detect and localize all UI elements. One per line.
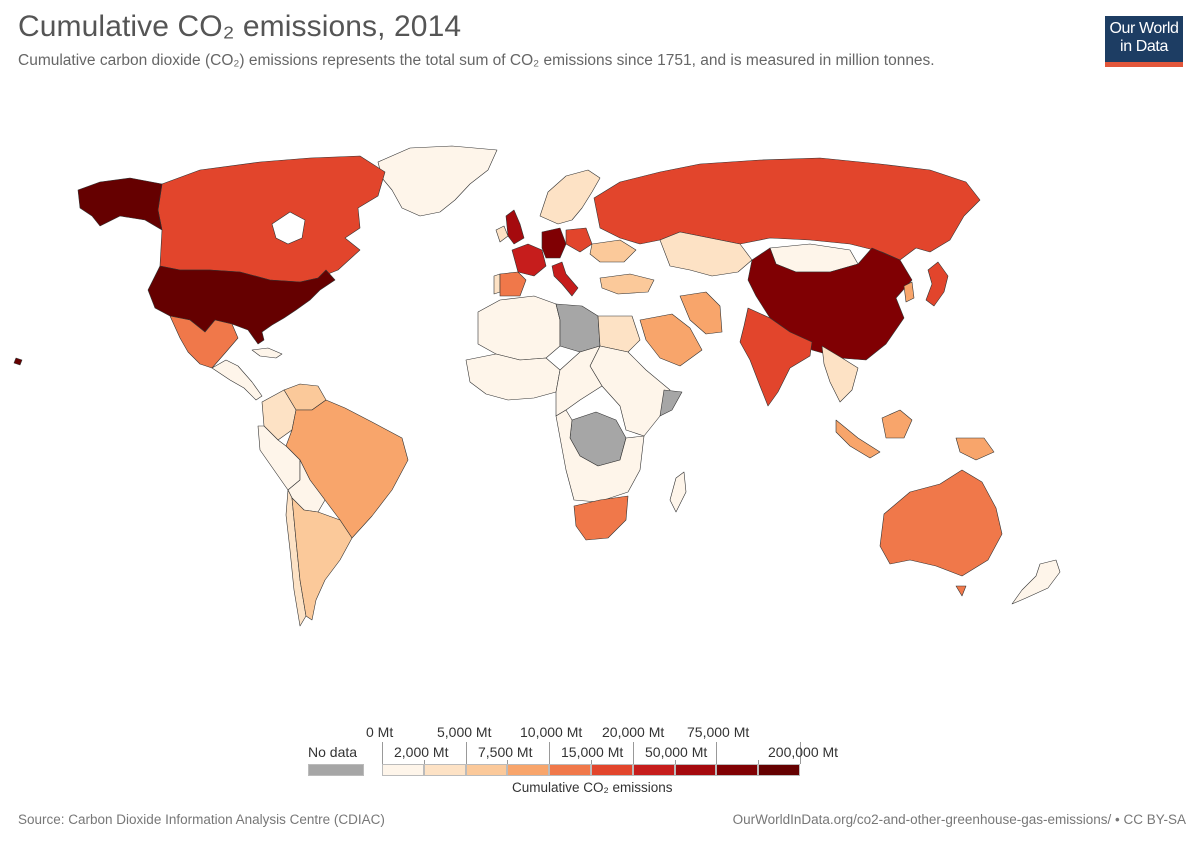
country-india[interactable]: [739, 307, 813, 407]
country-italy[interactable]: [551, 261, 579, 297]
legend-tick-9: [758, 760, 760, 764]
legend-bin-5: [591, 764, 633, 776]
legend-bin-8: [716, 764, 759, 776]
country-spain[interactable]: [499, 271, 527, 297]
country-uk[interactable]: [505, 209, 525, 245]
country-argentina[interactable]: [291, 497, 353, 621]
legend-top-label-2: 10,000 Mt: [520, 724, 583, 740]
country-papua[interactable]: [955, 437, 995, 461]
legend-tick-6: [632, 742, 634, 764]
country-central-america[interactable]: [211, 359, 263, 401]
country-saudi-arabia[interactable]: [639, 313, 703, 367]
legend-bottom-label-1: 7,500 Mt: [478, 744, 533, 760]
legend-bottom-label-0: 2,000 Mt: [394, 744, 449, 760]
world-map: [13, 145, 1061, 627]
country-mexico[interactable]: [169, 315, 239, 369]
legend-tick-7: [674, 760, 676, 764]
legend-tick-10: [800, 742, 801, 764]
country-egypt[interactable]: [597, 315, 641, 353]
country-indonesia[interactable]: [835, 419, 881, 459]
legend-top-label-4: 75,000 Mt: [687, 724, 750, 740]
country-korea[interactable]: [903, 281, 915, 303]
country-madagascar[interactable]: [669, 471, 687, 513]
legend-title: Cumulative CO₂ emissions: [512, 780, 673, 795]
country-portugal[interactable]: [493, 273, 501, 295]
legend-no-data-swatch: [308, 764, 364, 776]
legend-bottom-label-2: 15,000 Mt: [561, 744, 624, 760]
legend-bin-1: [423, 764, 466, 776]
chart-title: Cumulative CO₂ emissions, 2014: [18, 10, 462, 43]
legend-tick-1: [423, 760, 425, 764]
country-ireland[interactable]: [495, 225, 509, 243]
chart-subtitle: Cumulative carbon dioxide (CO₂) emission…: [18, 52, 935, 69]
country-indonesia-borneo[interactable]: [881, 409, 913, 439]
legend-top-label-3: 20,000 Mt: [602, 724, 665, 740]
logo-line-1: Our World: [1109, 20, 1179, 37]
logo-accent-bar: [1105, 62, 1183, 67]
legend-tick-4: [549, 742, 551, 764]
legend-bin-6: [632, 764, 675, 776]
country-cuba[interactable]: [251, 347, 283, 359]
legend-tick-2: [465, 742, 467, 764]
legend-bottom-label-3: 50,000 Mt: [645, 744, 708, 760]
country-new-zealand[interactable]: [1011, 559, 1061, 605]
legend-top-label-0: 0 Mt: [366, 724, 394, 740]
country-somalia[interactable]: [659, 389, 683, 417]
legend-tick-5: [591, 760, 592, 764]
country-southern-africa[interactable]: [555, 409, 645, 503]
legend: No data 0 Mt 5,000 Mt 10,000 Mt 20,000 M…: [0, 720, 1200, 800]
legend-top-label-1: 5,000 Mt: [437, 724, 492, 740]
country-libya[interactable]: [555, 303, 601, 353]
legend-tick-3: [507, 760, 509, 764]
country-japan[interactable]: [925, 261, 949, 307]
country-turkey[interactable]: [599, 273, 655, 295]
hudson-bay: [271, 211, 306, 245]
country-north-africa[interactable]: [477, 295, 561, 361]
country-south-africa[interactable]: [573, 495, 629, 541]
legend-tick-0: [382, 742, 383, 764]
our-world-in-data-logo[interactable]: Our World in Data: [1105, 16, 1183, 67]
country-hawaii[interactable]: [13, 357, 23, 366]
logo-line-2: in Data: [1120, 38, 1168, 55]
country-ukraine[interactable]: [589, 239, 637, 263]
legend-bin-9: [758, 764, 800, 776]
country-alaska[interactable]: [77, 177, 163, 231]
country-kazakhstan[interactable]: [659, 231, 753, 277]
legend-bin-4: [549, 764, 591, 776]
footer-url[interactable]: OurWorldInData.org/co2-and-other-greenho…: [732, 812, 1186, 827]
country-greenland[interactable]: [377, 145, 498, 217]
country-scandinavia[interactable]: [539, 169, 601, 225]
legend-bottom-label-4: 200,000 Mt: [768, 744, 839, 760]
legend-bin-3: [507, 764, 550, 776]
country-poland[interactable]: [565, 227, 593, 253]
legend-no-data-label: No data: [308, 744, 358, 760]
legend-bin-2: [465, 764, 508, 776]
footer-source: Source: Carbon Dioxide Information Analy…: [18, 812, 385, 827]
country-canada[interactable]: [157, 155, 386, 283]
country-australia[interactable]: [879, 469, 1003, 577]
country-iran[interactable]: [679, 291, 723, 335]
legend-bin-7: [674, 764, 717, 776]
country-russia[interactable]: [593, 157, 981, 261]
legend-tick-8: [716, 742, 718, 764]
country-germany[interactable]: [541, 227, 567, 259]
country-france[interactable]: [511, 243, 547, 277]
country-west-africa[interactable]: [465, 353, 561, 401]
country-australia-tasmania[interactable]: [955, 585, 967, 597]
country-se-asia[interactable]: [821, 345, 859, 403]
legend-bin-0: [382, 764, 424, 776]
